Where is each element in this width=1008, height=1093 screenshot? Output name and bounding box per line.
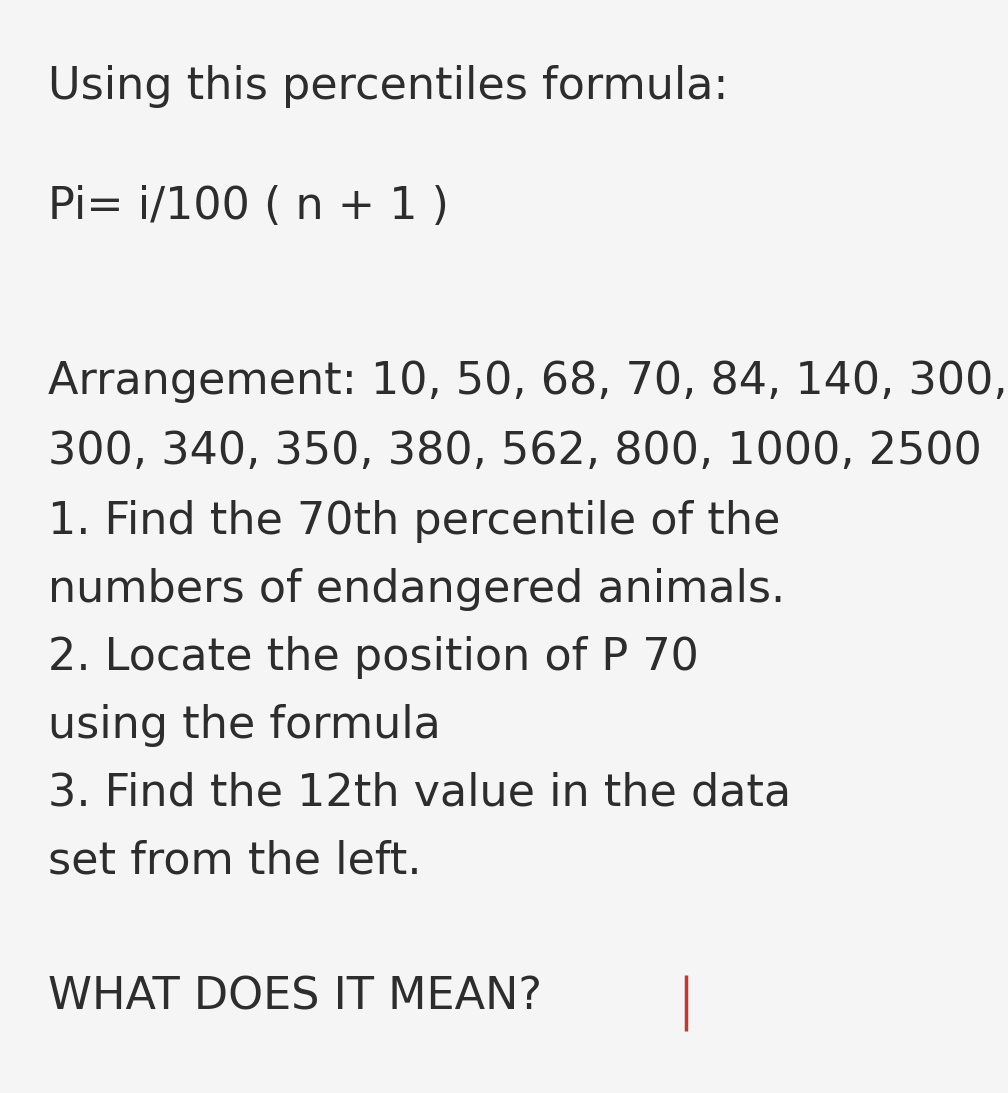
Text: 3. Find the 12th value in the data: 3. Find the 12th value in the data — [48, 772, 791, 815]
Text: set from the left.: set from the left. — [48, 841, 421, 883]
Text: Using this percentiles formula:: Using this percentiles formula: — [48, 64, 729, 108]
Text: Arrangement: 10, 50, 68, 70, 84, 140, 300,: Arrangement: 10, 50, 68, 70, 84, 140, 30… — [48, 360, 1008, 403]
Text: 1. Find the 70th percentile of the: 1. Find the 70th percentile of the — [48, 500, 780, 543]
Text: Pi= i/100 ( n + 1 ): Pi= i/100 ( n + 1 ) — [48, 185, 449, 228]
Text: numbers of endangered animals.: numbers of endangered animals. — [48, 568, 785, 611]
Text: WHAT DOES IT MEAN?: WHAT DOES IT MEAN? — [48, 975, 542, 1018]
Text: 2. Locate the position of P 70: 2. Locate the position of P 70 — [48, 636, 699, 679]
Text: 300, 340, 350, 380, 562, 800, 1000, 2500: 300, 340, 350, 380, 562, 800, 1000, 2500 — [48, 430, 982, 473]
Text: using the formula: using the formula — [48, 704, 440, 747]
